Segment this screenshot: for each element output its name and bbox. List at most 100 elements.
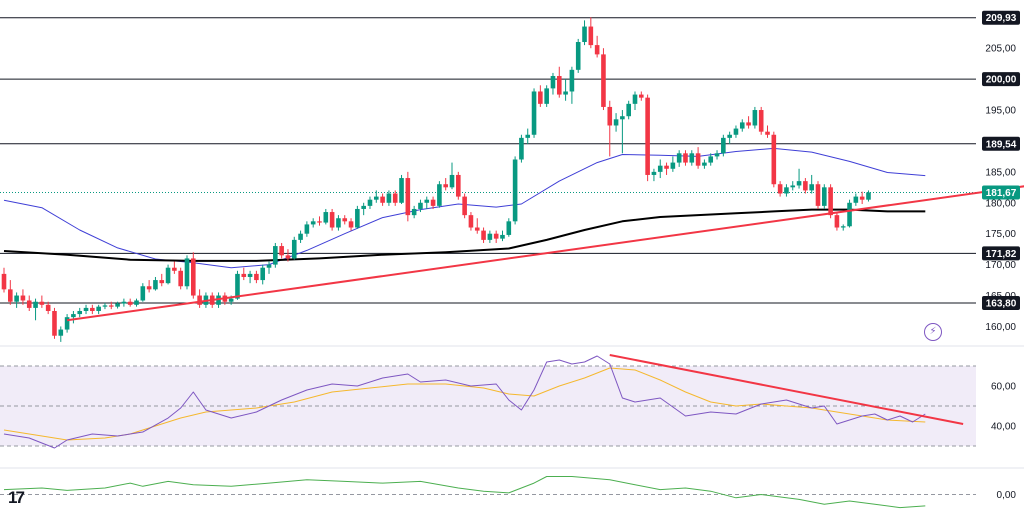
level-price-label: 189,54 xyxy=(986,139,1017,150)
lightning-icon[interactable]: ⚡ xyxy=(924,323,942,341)
candle-body xyxy=(8,289,13,302)
candle-body xyxy=(197,295,202,305)
candle-body xyxy=(556,76,562,95)
candle-body xyxy=(525,134,531,138)
tradingview-logo[interactable]: 17 xyxy=(8,488,25,507)
candle-body xyxy=(657,165,663,172)
candle-body xyxy=(329,212,335,228)
candle-body xyxy=(575,42,581,70)
last-price-tag xyxy=(982,185,1020,200)
oscillator-panel xyxy=(0,476,976,509)
candle-body xyxy=(670,162,676,169)
candle-body xyxy=(58,329,64,336)
candle-body xyxy=(822,187,827,206)
candle-body xyxy=(733,128,739,135)
candle-body xyxy=(26,300,32,308)
candle-body xyxy=(588,26,594,46)
candle-body xyxy=(336,218,341,228)
candle-body xyxy=(840,226,846,228)
candle-body xyxy=(310,221,316,225)
rsi-tick-label: 40,00 xyxy=(991,422,1016,433)
level-price-tag xyxy=(982,10,1020,25)
price-tick-label: 205,00 xyxy=(985,44,1016,55)
candle-body xyxy=(83,307,89,311)
candle-body xyxy=(594,45,600,55)
candle-body xyxy=(531,91,537,135)
candle-body xyxy=(380,196,385,203)
candle-body xyxy=(424,199,430,203)
candle-body xyxy=(153,280,158,290)
candle-body xyxy=(367,199,373,206)
candle-body xyxy=(815,184,821,206)
candle-body xyxy=(664,165,669,169)
rsi-signal-line xyxy=(3,367,926,441)
price-tick-label: 170,00 xyxy=(985,260,1016,271)
candle-body xyxy=(216,295,221,305)
candle-body xyxy=(689,153,695,163)
candle-body xyxy=(399,178,404,203)
candle-body xyxy=(702,162,707,166)
candle-body xyxy=(506,221,512,235)
candle-body xyxy=(71,314,76,318)
oscillator-line xyxy=(3,476,926,509)
candle-body xyxy=(121,301,127,304)
candle-body xyxy=(108,305,114,307)
candle-body xyxy=(519,137,524,160)
candle-body xyxy=(468,215,474,228)
candle-body xyxy=(39,301,45,305)
candle-body xyxy=(102,305,108,307)
candle-body xyxy=(247,273,253,277)
price-tick-label: 160,00 xyxy=(985,322,1016,333)
candle-body xyxy=(752,110,758,126)
candle-body xyxy=(304,224,310,234)
candle-body xyxy=(714,153,720,157)
candle-body xyxy=(853,196,859,203)
candle-body xyxy=(159,280,165,284)
candle-body xyxy=(323,212,329,223)
price-tick-label: 180,00 xyxy=(985,198,1016,209)
candle-body xyxy=(449,174,455,188)
candle-body xyxy=(563,91,568,95)
candle-body xyxy=(291,239,297,259)
support-trendline xyxy=(66,185,1024,322)
candle-body xyxy=(859,196,865,200)
candle-body xyxy=(739,122,745,129)
candle-body xyxy=(512,159,518,222)
rsi-line xyxy=(3,355,926,449)
price-tick-label: 195,00 xyxy=(985,106,1016,117)
candle-body xyxy=(695,153,701,166)
candle-body xyxy=(361,205,366,209)
level-price-label: 209,93 xyxy=(986,13,1017,24)
candle-body xyxy=(184,258,190,287)
candle-body xyxy=(790,185,796,188)
candle-body xyxy=(260,267,266,281)
candle-body xyxy=(273,246,278,265)
candle-body xyxy=(348,221,354,228)
candle-body xyxy=(405,178,411,216)
candle-body xyxy=(538,91,543,104)
candle-body xyxy=(784,187,789,194)
candle-body xyxy=(796,181,802,186)
candle-body xyxy=(809,184,814,191)
rsi-trendline xyxy=(609,354,964,425)
price-axis: 205,00195,00185,00180,00175,00170,00165,… xyxy=(982,10,1020,501)
candle-body xyxy=(727,134,732,138)
candle-body xyxy=(487,233,493,240)
level-price-label: 171,82 xyxy=(986,249,1017,260)
candle-body xyxy=(834,215,840,228)
candle-body xyxy=(632,94,638,104)
moving-average-slow xyxy=(3,208,926,262)
candle-body xyxy=(493,233,499,239)
candle-body xyxy=(777,184,783,194)
candle-body xyxy=(601,54,606,107)
candle-body xyxy=(443,184,448,188)
candle-body xyxy=(165,267,171,284)
candle-body xyxy=(550,76,556,89)
candle-body xyxy=(52,310,57,336)
candle-body xyxy=(847,202,852,227)
candle-body xyxy=(279,246,284,256)
candle-body xyxy=(285,255,291,259)
price-tick-label: 175,00 xyxy=(985,229,1016,240)
